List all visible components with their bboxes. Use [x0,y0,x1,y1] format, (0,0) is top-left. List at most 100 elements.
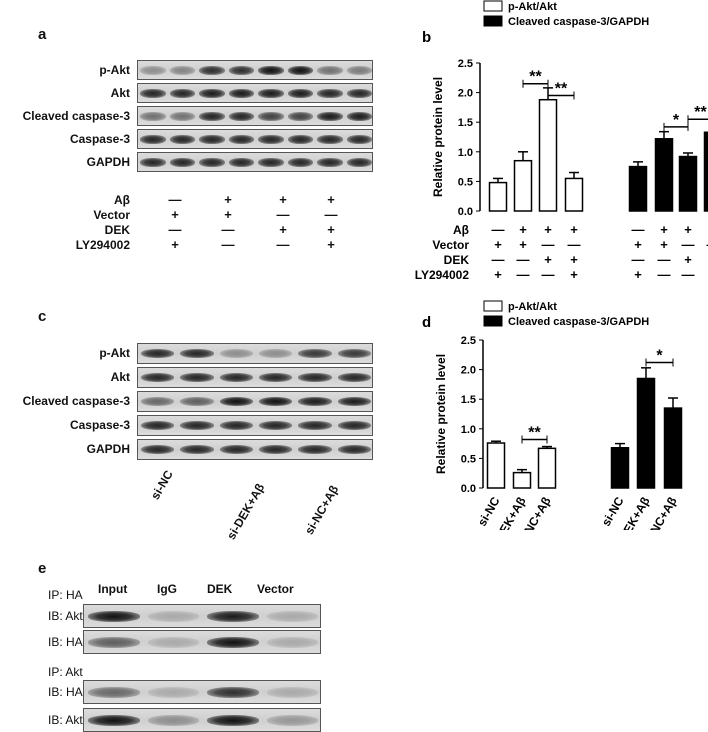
blot-strip [137,439,373,460]
condition-symbol: — [168,192,182,207]
lane-label: si-NC [148,468,176,502]
blot-strip [137,106,373,126]
y-tick-label: 1.0 [458,147,473,159]
condition-symbol: + [684,222,692,237]
protein-band [140,89,166,98]
blot-row-label: Caspase-3 [70,132,130,146]
category-label: si-NC [599,494,627,528]
y-tick-label: 0.5 [458,176,473,188]
bar [490,183,507,211]
protein-band [347,135,373,144]
protein-band [347,112,373,121]
protein-band [180,421,213,431]
protein-band [338,397,371,407]
condition-symbol: + [684,252,692,267]
condition-symbol: — [492,252,505,267]
y-tick-label: 1.0 [461,424,476,436]
ib-label: IB: Akt [48,609,83,623]
condition-label: Vector [93,208,130,222]
panel-letter: b [422,29,431,46]
condition-label: Vector [432,238,469,252]
condition-symbol: + [570,267,578,282]
condition-symbol: + [544,222,552,237]
bar [680,157,697,211]
condition-symbol: — [276,237,290,252]
protein-band [220,397,253,407]
legend-entry: Cleaved caspase-3/GAPDH [508,16,649,28]
protein-band [220,349,253,359]
blot-strip [137,391,373,412]
protein-band [220,421,253,431]
ip-label: IP: HA [48,588,83,602]
blot-strip [83,708,321,732]
condition-symbol: + [519,222,527,237]
y-tick-label: 0.0 [458,206,473,218]
significance-mark: ** [694,104,707,121]
protein-band [258,158,284,167]
condition-symbol: + [324,237,338,252]
y-tick-label: 2.5 [461,335,476,347]
condition-label: LY294002 [76,238,130,252]
condition-symbol: + [324,192,338,207]
protein-band [199,158,225,167]
protein-band [220,373,253,383]
bar [612,448,629,488]
protein-band [317,158,343,167]
condition-symbol: + [660,222,668,237]
y-axis-label: Relative protein level [434,354,448,474]
protein-band [170,89,196,98]
protein-band [298,349,331,359]
condition-label: DEK [105,223,130,237]
blot-row-label: Caspase-3 [70,418,130,432]
condition-symbol: — [517,267,530,282]
condition-symbol: + [168,207,182,222]
blot-strip [137,83,373,103]
ip-label: IP: Akt [48,665,83,679]
protein-band [259,397,292,407]
condition-symbol: + [494,267,502,282]
blot-strip [137,343,373,364]
significance-mark: ** [529,69,542,86]
condition-symbol: — [276,207,290,222]
protein-band [317,89,343,98]
significance-mark: ** [555,81,568,98]
protein-band [220,445,253,455]
legend-entry: p-Akt/Akt [508,301,557,313]
protein-band [229,89,255,98]
bar [515,161,532,211]
blot-strip [137,415,373,436]
y-tick-label: 2.0 [461,365,476,377]
y-tick-label: 0.0 [461,483,476,495]
protein-band [148,687,200,698]
column-label: DEK [207,582,232,596]
protein-band [140,66,166,75]
condition-symbol: + [168,237,182,252]
condition-symbol: — [221,237,235,252]
condition-symbol: + [519,237,527,252]
bar [656,139,673,211]
protein-band [229,112,255,121]
protein-band [199,66,225,75]
y-tick-label: 1.5 [458,117,473,129]
protein-band [338,349,371,359]
bar [630,167,647,211]
bar [665,408,682,488]
blot-row-label: Akt [111,86,130,100]
condition-symbol: + [276,192,290,207]
protein-band [180,349,213,359]
bar [488,443,505,488]
condition-symbol: + [544,252,552,267]
protein-band [258,112,284,121]
protein-band [288,89,314,98]
column-label: Vector [257,582,294,596]
bar [638,378,655,488]
protein-band [148,715,200,726]
condition-symbol: — [682,267,695,282]
condition-symbol: — [492,222,505,237]
blot-row-label: Cleaved caspase-3 [23,394,130,408]
panel-letter: d [422,314,431,331]
protein-band [317,66,343,75]
protein-band [298,373,331,383]
blot-row-label: GAPDH [87,155,130,169]
condition-symbol: + [494,237,502,252]
